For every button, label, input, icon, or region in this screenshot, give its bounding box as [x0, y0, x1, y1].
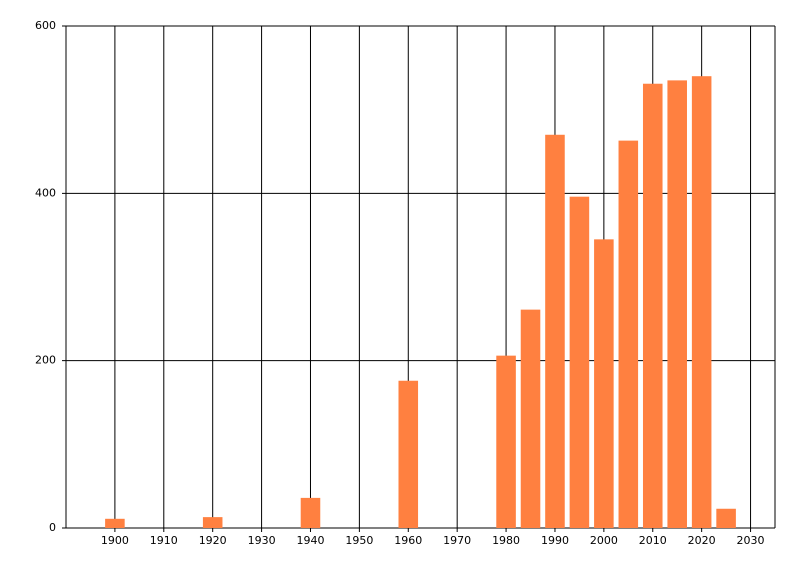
bar: [594, 239, 614, 528]
x-tick-label: 1990: [541, 534, 569, 547]
x-tick-label: 1930: [248, 534, 276, 547]
x-tick-label: 1910: [150, 534, 178, 547]
x-tick-label: 2030: [737, 534, 765, 547]
x-tick-label: 1940: [296, 534, 324, 547]
x-tick-label: 1950: [345, 534, 373, 547]
bar: [105, 518, 125, 528]
x-tick-label: 2000: [590, 534, 618, 547]
y-tick-label: 600: [35, 19, 56, 32]
bar: [202, 517, 223, 528]
bar: [300, 497, 321, 528]
x-tick-label: 1900: [101, 534, 129, 547]
bar: [545, 134, 565, 528]
x-tick-label: 1920: [199, 534, 227, 547]
x-tick-label: 2010: [639, 534, 667, 547]
x-tick-label: 1960: [394, 534, 422, 547]
bar: [398, 380, 419, 528]
bar: [520, 309, 541, 528]
bar: [667, 80, 687, 528]
y-tick-label: 0: [49, 521, 56, 534]
y-tick-label: 400: [35, 186, 56, 199]
bar: [691, 76, 712, 528]
bar: [716, 508, 736, 528]
bar: [569, 196, 590, 528]
x-tick-label: 2020: [688, 534, 716, 547]
bar: [496, 355, 516, 528]
y-tick-label: 200: [35, 354, 56, 367]
x-tick-label: 1970: [443, 534, 471, 547]
x-tick-label: 1980: [492, 534, 520, 547]
bar: [618, 140, 639, 528]
bar: [642, 83, 663, 528]
